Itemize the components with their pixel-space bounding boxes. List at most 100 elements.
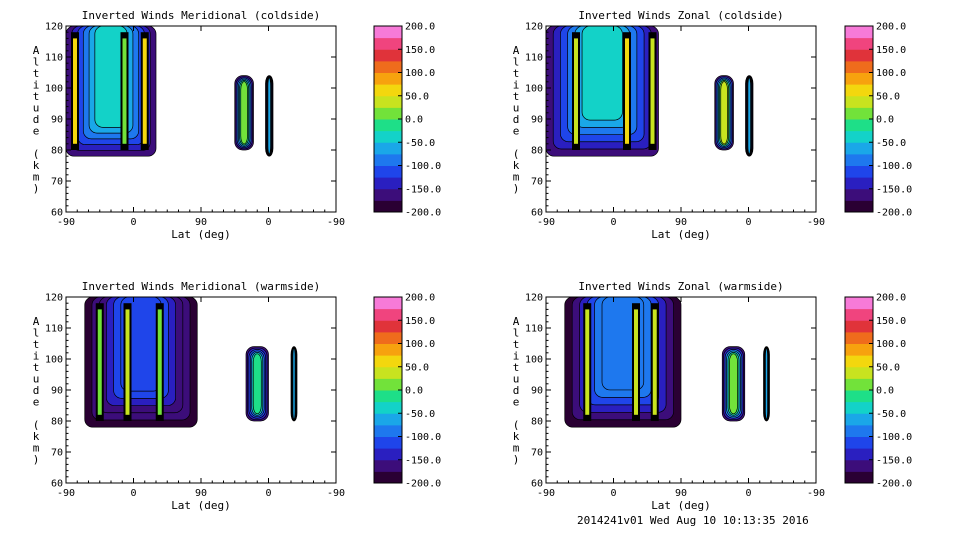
y-tick-label: 90 [51, 386, 63, 397]
colorbar-tick-label: 100.0 [405, 339, 435, 350]
colorbar-tick-label: 150.0 [876, 316, 906, 327]
y-tick-label: 110 [525, 324, 543, 335]
colorbar-swatch [374, 84, 402, 97]
colorbar-swatch [845, 177, 873, 190]
colorbar-tick-label: 0.0 [405, 115, 423, 126]
y-tick-label: 100 [525, 84, 543, 95]
x-axis-label: Lat (deg) [651, 499, 711, 512]
contour-region-3 [292, 348, 296, 420]
colorbar-tick-label: 50.0 [876, 91, 900, 102]
colorbar-tick-label: 150.0 [405, 45, 435, 56]
colorbar-swatch [374, 165, 402, 178]
colorbar-swatch [374, 378, 402, 391]
chart-panel-2: Inverted Winds Zonal (coldside) 60 70 80 90 1… [513, 9, 912, 241]
colorbar-swatch [845, 49, 873, 62]
streak-1 [73, 38, 77, 144]
colorbar-swatch [374, 390, 402, 403]
y-tick-label: 70 [531, 177, 543, 188]
colorbar-swatch [374, 436, 402, 449]
colorbar-swatch [374, 26, 402, 39]
chart-panel-3: Inverted Winds Meridional (warmside) 60 70… [33, 280, 441, 512]
y-tick-label: 100 [45, 84, 63, 95]
colorbar-swatch [845, 165, 873, 178]
colorbar-swatch [845, 72, 873, 85]
colorbar: 200.0 150.0 100.0 50.0 0.0 -50.0 -100.0 -150.0 -… [373, 22, 441, 219]
streak-3 [157, 309, 162, 415]
colorbar-tick-label: -150.0 [876, 184, 912, 195]
colorbar-swatch [845, 343, 873, 356]
x-tick-label: 90 [675, 217, 687, 228]
colorbar-swatch [845, 355, 873, 368]
y-tick-label: 60 [531, 479, 543, 490]
colorbar-swatch [374, 95, 402, 108]
colorbar-swatch [374, 297, 402, 310]
colorbar-swatch [845, 107, 873, 120]
streak-2 [634, 309, 638, 415]
chart-panel-1: Inverted Winds Meridional (coldside) 60 70… [33, 9, 441, 241]
colorbar-tick-label: -50.0 [405, 409, 435, 420]
contour-region-2 [729, 353, 738, 415]
footer-timestamp: 2014241v01 Wed Aug 10 10:13:35 2016 [577, 514, 809, 527]
colorbar-tick-label: -150.0 [876, 455, 912, 466]
x-tick-label: -90 [57, 488, 75, 499]
colorbar-swatch [374, 448, 402, 461]
colorbar-swatch [374, 355, 402, 368]
colorbar-tick-label: -100.0 [876, 432, 912, 443]
y-tick-label: 90 [531, 386, 543, 397]
x-tick-label: 0 [610, 217, 616, 228]
colorbar-tick-label: 50.0 [405, 362, 429, 373]
x-tick-label: -90 [327, 488, 345, 499]
colorbar-tick-label: -200.0 [876, 479, 912, 490]
colorbar-swatch [845, 413, 873, 426]
colorbar-swatch [845, 331, 873, 344]
colorbar: 200.0 150.0 100.0 50.0 0.0 -50.0 -100.0 -150.0 -… [373, 293, 441, 490]
colorbar-swatch [374, 153, 402, 166]
x-tick-label: 0 [610, 488, 616, 499]
colorbar-swatch [845, 436, 873, 449]
x-tick-label: 0 [130, 488, 136, 499]
colorbar: 200.0 150.0 100.0 50.0 0.0 -50.0 -100.0 -150.0 -… [844, 22, 912, 219]
chart-title: Inverted Winds Zonal (warmside) [578, 280, 783, 293]
colorbar-swatch [374, 60, 402, 73]
colorbar-swatch [374, 459, 402, 472]
colorbar-swatch [374, 37, 402, 50]
x-tick-label: -90 [537, 488, 555, 499]
colorbar-swatch [845, 448, 873, 461]
colorbar-tick-label: 200.0 [876, 293, 906, 304]
colorbar-tick-label: 200.0 [405, 293, 435, 304]
y-tick-label: 60 [51, 479, 63, 490]
colorbar-tick-label: 100.0 [405, 68, 435, 79]
colorbar-tick-label: -50.0 [405, 138, 435, 149]
y-tick-label: 70 [51, 177, 63, 188]
y-tick-label: 70 [531, 448, 543, 459]
colorbar-swatch [374, 331, 402, 344]
colorbar-tick-label: -150.0 [405, 184, 441, 195]
colorbar-swatch [845, 390, 873, 403]
colorbar-swatch [845, 424, 873, 437]
x-tick-label: 90 [195, 217, 207, 228]
contour-region-2 [720, 81, 728, 145]
x-tick-label: 0 [130, 217, 136, 228]
colorbar-swatch [845, 153, 873, 166]
colorbar-tick-label: -200.0 [405, 479, 441, 490]
colorbar-swatch [845, 60, 873, 73]
colorbar-swatch [845, 130, 873, 143]
y-tick-label: 60 [51, 208, 63, 219]
colorbar-swatch [374, 424, 402, 437]
x-tick-label: 90 [195, 488, 207, 499]
colorbar-swatch [845, 459, 873, 472]
colorbar-swatch [374, 308, 402, 321]
x-tick-label: 0 [265, 217, 271, 228]
colorbar-swatch [845, 297, 873, 310]
chart-title: Inverted Winds Meridional (coldside) [82, 9, 320, 22]
streak-2 [125, 309, 130, 415]
colorbar-swatch [374, 177, 402, 190]
streak-3 [142, 38, 147, 144]
colorbar-swatch [845, 142, 873, 155]
colorbar-tick-label: 200.0 [405, 22, 435, 33]
colorbar-swatch [845, 401, 873, 414]
y-tick-label: 110 [525, 53, 543, 64]
colorbar-swatch [845, 366, 873, 379]
